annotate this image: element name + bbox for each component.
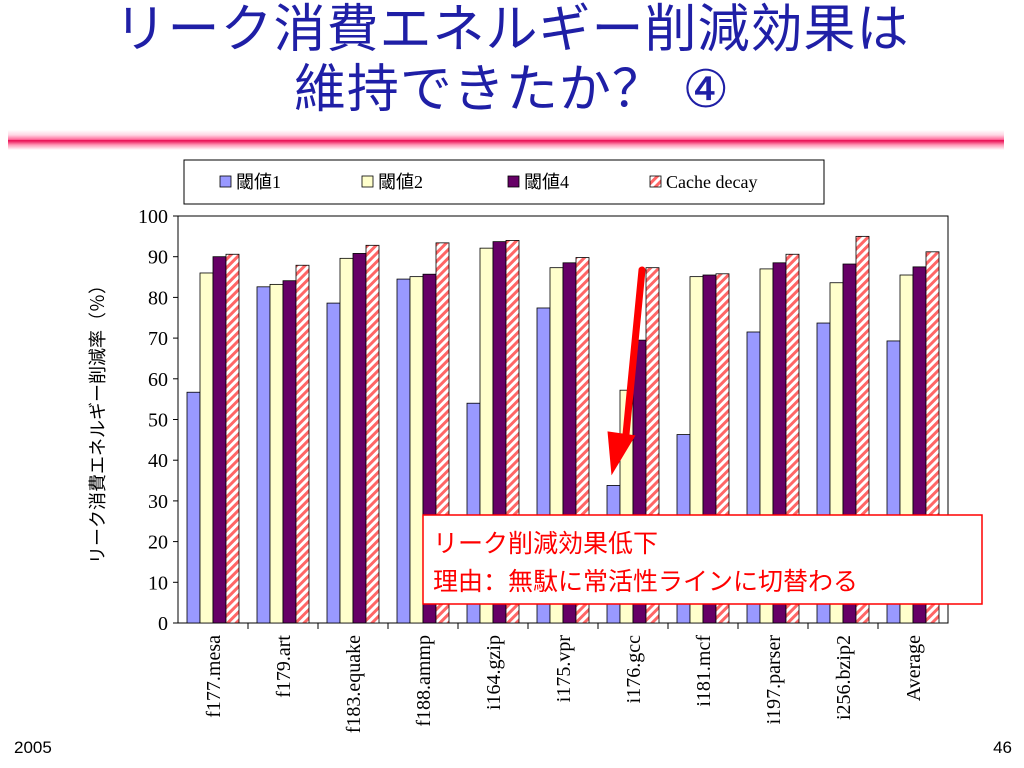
annotation-arrow-head (607, 431, 636, 476)
legend-swatch-threshold2 (361, 175, 374, 188)
legend-label-cache-decay: Cache decay (666, 172, 757, 192)
y-tick-label: 10 (148, 572, 168, 594)
annotation-arrow-shaft (622, 266, 646, 443)
x-tick-label: i181.mcf (693, 635, 715, 707)
bar-threshold4 (282, 280, 297, 624)
y-tick-label: 60 (148, 369, 168, 391)
y-tick-label: 40 (148, 450, 168, 472)
y-tick-label: 50 (148, 410, 168, 432)
bar-threshold2 (339, 257, 354, 624)
y-tick-label: 100 (138, 206, 168, 228)
title-divider (8, 130, 1004, 150)
footer-year: 2005 (14, 738, 52, 757)
bar-cache-decay (295, 264, 310, 624)
legend-swatch-threshold4 (507, 175, 520, 188)
bar-cache-decay (225, 253, 240, 624)
x-tick-label: f188.ammp (413, 635, 435, 727)
x-tick-label: i175.vpr (553, 635, 575, 703)
x-tick-label: i176.gcc (623, 635, 645, 703)
y-tick-label: 80 (148, 287, 168, 309)
y-tick-label: 30 (148, 491, 168, 513)
y-tick-label: 0 (158, 613, 168, 635)
y-tick-label: 90 (148, 247, 168, 269)
y-axis-label: リーク消費エネルギー削減率（％） (88, 276, 109, 564)
bar-threshold4 (212, 256, 227, 624)
y-tick-label: 70 (148, 328, 168, 350)
x-tick-label: f179.art (273, 635, 295, 698)
x-tick-label: i197.parser (763, 635, 785, 725)
bar-threshold1 (186, 391, 201, 624)
x-tick-label: Average (903, 635, 925, 701)
legend-label-threshold2: 閾値2 (378, 172, 423, 192)
x-tick-label: i164.gzip (483, 635, 505, 710)
bar-threshold4 (352, 253, 367, 624)
chart-axes: 0 10 20 30 40 50 60 70 80 90 100 リーク消費エネルギー削減率（％） f1… (88, 206, 949, 733)
legend: 閾値1 閾値2 閾値4 Cache decay (183, 159, 825, 205)
callout-line-2: 理由：無駄に常活性ラインに切替わる (433, 567, 858, 596)
callout-line-1: リーク削減効果低下 (433, 529, 658, 558)
slide-title: リーク消費エネルギー削減効果は 維持できたか？ ④ (0, 0, 1024, 120)
legend-swatch-threshold1 (219, 175, 232, 188)
x-tick-label: f183.equake (343, 635, 365, 733)
x-tick-label: i256.bzip2 (833, 635, 855, 720)
x-tick-label: f177.mesa (203, 635, 225, 718)
bar-threshold1 (256, 286, 271, 624)
bar-threshold2 (409, 276, 424, 624)
legend-label-threshold1: 閾値1 (236, 172, 281, 192)
title-line-1: リーク消費エネルギー削減効果は (114, 0, 910, 60)
legend-label-threshold4: 閾値4 (524, 172, 569, 192)
legend-swatch-cache-decay (649, 175, 662, 188)
page-number: 46 (993, 738, 1012, 757)
bar-threshold2 (199, 272, 214, 624)
callout-box (422, 514, 983, 605)
bar-threshold2 (269, 283, 284, 624)
bar-cache-decay (365, 244, 380, 624)
title-line-2: 維持できたか？ ④ (293, 60, 731, 120)
y-tick-label: 20 (148, 532, 168, 554)
bar-threshold1 (326, 302, 341, 624)
legend-box (183, 159, 825, 205)
bar-threshold1 (396, 278, 411, 624)
